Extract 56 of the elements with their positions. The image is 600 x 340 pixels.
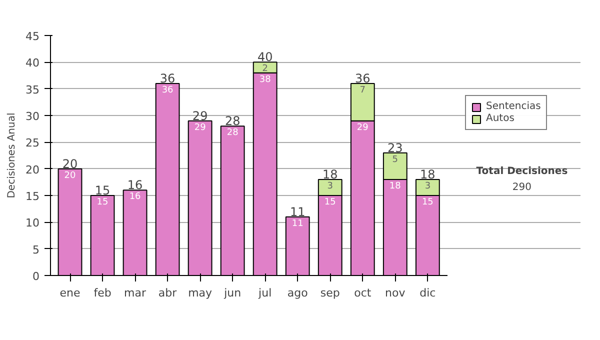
x-tick-label: oct — [354, 286, 372, 300]
data-label: 15 — [324, 198, 336, 208]
total-label: 36 — [355, 72, 370, 86]
data-label: 3 — [327, 182, 334, 192]
legend-label: Sentencias — [486, 101, 541, 112]
y-tick-label: 40 — [26, 56, 40, 70]
x-tick-label: jun — [223, 286, 242, 300]
x-tick-label: ago — [287, 286, 308, 300]
total-label: 11 — [290, 204, 306, 219]
data-label: 28 — [226, 128, 239, 138]
total-label: 36 — [160, 72, 176, 86]
total-label: 15 — [94, 184, 110, 198]
data-label: 16 — [129, 192, 142, 202]
y-tick-label: 15 — [26, 190, 40, 203]
data-label: 29 — [356, 122, 369, 133]
data-label: 38 — [259, 74, 272, 85]
data-label: 2 — [262, 64, 268, 74]
y-tick-label: 35 — [26, 83, 40, 96]
y-axis-title: Decisiones Anual — [6, 112, 18, 198]
y-tick-label: 45 — [26, 30, 40, 43]
x-tick-label: jul — [258, 286, 272, 300]
x-tick-label: feb — [94, 286, 112, 300]
data-label: 36 — [162, 86, 174, 96]
data-label: 15 — [422, 198, 434, 208]
text: Total Decisiones — [476, 166, 568, 177]
total-label: 16 — [127, 178, 143, 192]
total-label: 18 — [420, 168, 436, 182]
total-label: 29 — [192, 108, 208, 123]
total-label: 40 — [257, 50, 273, 64]
legend-label: Autos — [486, 113, 514, 124]
data-label: 5 — [392, 154, 398, 165]
data-label: 20 — [64, 170, 76, 181]
data-label: 7 — [360, 86, 366, 96]
data-label: 3 — [424, 182, 431, 192]
y-tick-label: 5 — [32, 243, 40, 256]
x-tick-label: abr — [158, 286, 178, 300]
x-tick-label: sep — [320, 286, 340, 300]
x-tick-label: nov — [385, 286, 406, 300]
x-tick-label: dic — [420, 286, 436, 300]
x-tick-label: ene — [60, 286, 80, 300]
data-label: 29 — [194, 122, 206, 133]
x-tick-label: mar — [124, 286, 147, 300]
y-tick-label: 0 — [32, 270, 40, 283]
total-label: 23 — [388, 140, 403, 155]
text: 290 — [512, 182, 532, 194]
x-tick-label: may — [188, 286, 213, 300]
y-tick-label: 30 — [26, 110, 40, 123]
y-tick-label: 20 — [26, 163, 40, 176]
data-label: 18 — [389, 182, 402, 192]
data-label: 11 — [292, 218, 304, 229]
total-label: 28 — [224, 114, 240, 128]
y-tick-label: 10 — [26, 216, 40, 230]
total-label: 18 — [322, 168, 338, 182]
data-label: 15 — [96, 198, 108, 208]
total-label: 20 — [62, 156, 78, 171]
y-tick-label: 25 — [26, 136, 40, 150]
